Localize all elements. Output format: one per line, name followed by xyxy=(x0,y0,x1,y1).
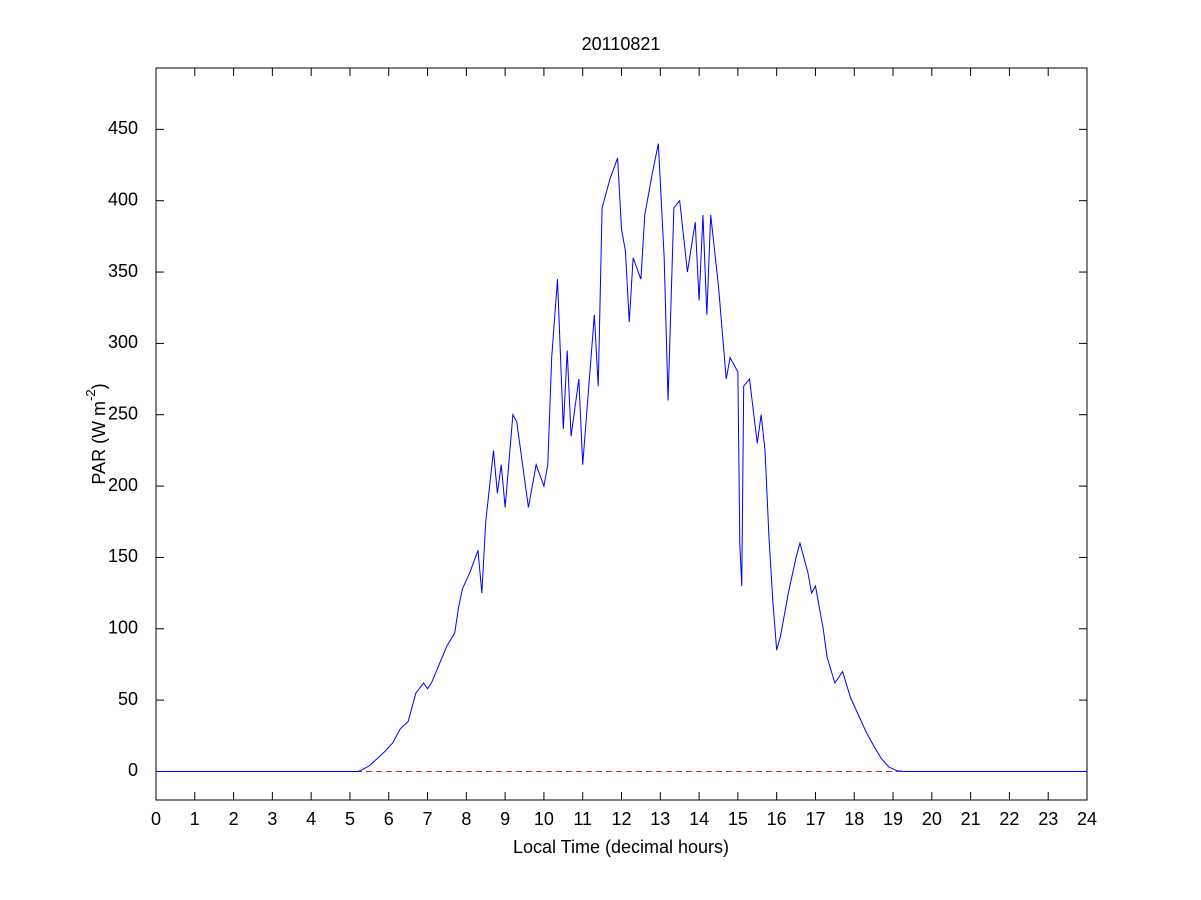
y-label-end: ) xyxy=(89,383,109,389)
x-tick-label: 3 xyxy=(267,809,277,829)
x-tick-label: 24 xyxy=(1077,809,1097,829)
x-tick-label: 4 xyxy=(306,809,316,829)
y-label-main: PAR (W m xyxy=(89,401,109,485)
y-axis-label: PAR (W m-2) xyxy=(83,383,108,484)
x-tick-label: 16 xyxy=(767,809,787,829)
x-tick-label: 8 xyxy=(461,809,471,829)
x-tick-label: 5 xyxy=(345,809,355,829)
data-line xyxy=(156,143,1087,772)
y-label-sup: -2 xyxy=(83,389,98,401)
x-tick-label: 11 xyxy=(573,809,592,829)
y-tick-label: 200 xyxy=(108,475,138,495)
x-tick-label: 19 xyxy=(883,809,903,829)
x-tick-label: 23 xyxy=(1038,809,1058,829)
y-tick-label: 450 xyxy=(108,118,138,138)
x-tick-label: 10 xyxy=(534,809,554,829)
x-tick-label: 0 xyxy=(151,809,161,829)
x-tick-label: 15 xyxy=(728,809,748,829)
x-tick-label: 7 xyxy=(423,809,433,829)
x-tick-label: 13 xyxy=(650,809,670,829)
axes-box xyxy=(155,67,1088,801)
y-tick-label: 50 xyxy=(118,689,138,709)
y-tick-label: 150 xyxy=(108,546,138,566)
y-tick-label: 100 xyxy=(108,618,138,638)
y-tick-label: 250 xyxy=(108,403,138,423)
chart-title: 20110821 xyxy=(582,34,661,54)
x-tick-label: 6 xyxy=(384,809,394,829)
y-tick-label: 400 xyxy=(108,189,138,209)
y-tick-label: 0 xyxy=(128,760,138,780)
x-tick-label: 14 xyxy=(689,809,709,829)
x-tick-label: 2 xyxy=(229,809,239,829)
y-tick-label: 300 xyxy=(108,332,138,352)
x-tick-label: 21 xyxy=(961,809,981,829)
y-tick-label: 350 xyxy=(108,261,138,281)
x-tick-label: 20 xyxy=(922,809,942,829)
x-tick-label: 12 xyxy=(611,809,631,829)
x-tick-label: 17 xyxy=(805,809,825,829)
x-tick-label: 9 xyxy=(500,809,510,829)
x-tick-label: 18 xyxy=(844,809,864,829)
x-axis-label: Local Time (decimal hours) xyxy=(513,837,729,857)
x-tick-label: 22 xyxy=(999,809,1019,829)
x-tick-label: 1 xyxy=(190,809,200,829)
